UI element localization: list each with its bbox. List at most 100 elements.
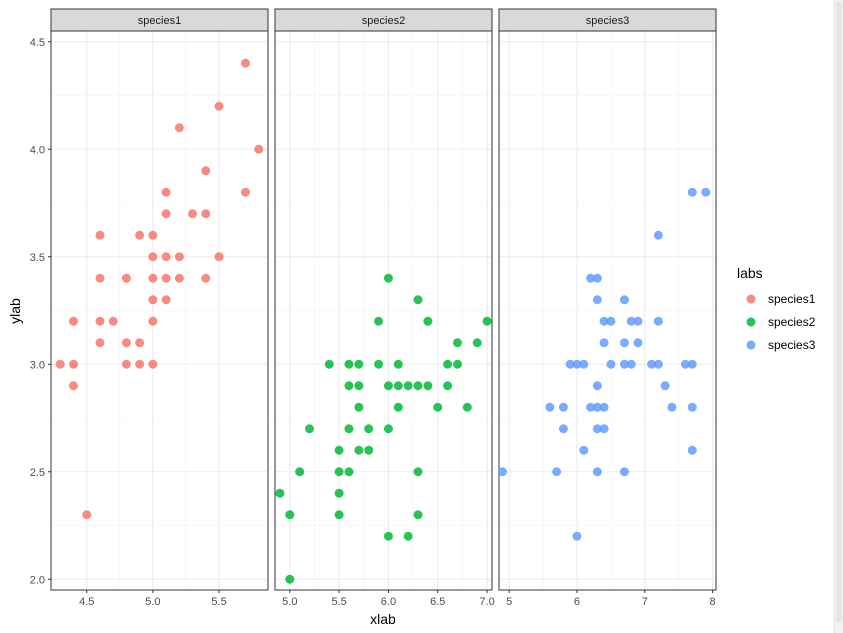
legend-entry-label: species3 bbox=[768, 338, 816, 352]
data-point bbox=[148, 230, 158, 240]
facet-strip-label: species3 bbox=[586, 15, 629, 27]
data-point bbox=[241, 58, 251, 68]
y-tick-label: 2.5 bbox=[30, 467, 45, 479]
y-tick-label: 3.5 bbox=[30, 252, 45, 264]
data-point bbox=[472, 338, 482, 348]
data-point bbox=[68, 316, 78, 326]
data-point bbox=[393, 381, 403, 391]
data-point bbox=[354, 359, 364, 369]
x-tick-label: 6 bbox=[574, 596, 580, 608]
data-point bbox=[174, 252, 184, 262]
data-point bbox=[354, 381, 364, 391]
data-point bbox=[174, 123, 184, 133]
panel-frames: species1 species2 species3 bbox=[50, 8, 717, 591]
legend: labs species1 species2 species3 bbox=[737, 265, 816, 352]
data-point bbox=[552, 467, 562, 477]
data-point bbox=[606, 316, 616, 326]
data-point bbox=[565, 359, 575, 369]
data-point bbox=[201, 273, 211, 283]
x-tick-label: 5.5 bbox=[211, 596, 226, 608]
data-point bbox=[687, 187, 697, 197]
data-point bbox=[687, 445, 697, 455]
data-point bbox=[305, 424, 315, 434]
data-point bbox=[148, 316, 158, 326]
data-point bbox=[497, 467, 507, 477]
data-point bbox=[383, 273, 393, 283]
data-point bbox=[452, 338, 462, 348]
data-point bbox=[558, 424, 568, 434]
y-tick-label: 2.0 bbox=[30, 574, 45, 586]
data-point bbox=[55, 359, 65, 369]
data-point bbox=[374, 359, 384, 369]
data-point bbox=[653, 230, 663, 240]
x-tick-label: 5.0 bbox=[145, 596, 160, 608]
facet-strip-label: species2 bbox=[362, 15, 405, 27]
data-point bbox=[374, 316, 384, 326]
data-point bbox=[626, 316, 636, 326]
data-point bbox=[214, 252, 224, 262]
data-point bbox=[161, 209, 171, 219]
vertical-scrollbar[interactable] bbox=[834, 0, 843, 633]
data-point bbox=[201, 209, 211, 219]
data-point bbox=[148, 273, 158, 283]
x-tick-label: 8 bbox=[710, 596, 716, 608]
data-point bbox=[592, 381, 602, 391]
data-point bbox=[653, 359, 663, 369]
data-point bbox=[383, 531, 393, 541]
data-point bbox=[647, 359, 657, 369]
data-point bbox=[214, 101, 224, 111]
data-point bbox=[334, 445, 344, 455]
data-point bbox=[579, 445, 589, 455]
data-point bbox=[443, 359, 453, 369]
data-point bbox=[606, 359, 616, 369]
data-point bbox=[285, 510, 295, 520]
legend-title: labs bbox=[737, 265, 763, 281]
data-point bbox=[443, 381, 453, 391]
data-point bbox=[452, 359, 462, 369]
x-tick-label: 6.5 bbox=[430, 596, 445, 608]
data-point bbox=[364, 424, 374, 434]
scrollbar-thumb[interactable] bbox=[836, 2, 842, 622]
data-point bbox=[413, 381, 423, 391]
data-point bbox=[161, 295, 171, 305]
legend-key-swatch bbox=[746, 294, 756, 304]
data-point bbox=[161, 187, 171, 197]
data-point bbox=[68, 381, 78, 391]
data-point bbox=[586, 273, 596, 283]
data-point bbox=[660, 381, 670, 391]
data-point bbox=[579, 359, 589, 369]
data-point bbox=[121, 359, 131, 369]
data-point bbox=[572, 531, 582, 541]
data-point bbox=[619, 295, 629, 305]
data-point bbox=[599, 424, 609, 434]
data-point bbox=[482, 316, 492, 326]
data-point bbox=[344, 467, 354, 477]
data-point bbox=[592, 295, 602, 305]
x-tick-label: 5.0 bbox=[282, 596, 297, 608]
data-point bbox=[413, 510, 423, 520]
data-point bbox=[653, 316, 663, 326]
data-point bbox=[403, 531, 413, 541]
data-point bbox=[95, 316, 105, 326]
data-point bbox=[383, 424, 393, 434]
data-point bbox=[188, 209, 198, 219]
data-point bbox=[161, 273, 171, 283]
panel-border bbox=[50, 30, 269, 591]
data-point bbox=[667, 402, 677, 412]
data-point bbox=[572, 359, 582, 369]
grid-layer bbox=[51, 31, 716, 590]
x-tick-label: 5 bbox=[506, 596, 512, 608]
data-point bbox=[324, 359, 334, 369]
x-tick-label: 4.5 bbox=[79, 596, 94, 608]
data-point bbox=[95, 338, 105, 348]
data-point bbox=[95, 230, 105, 240]
data-point bbox=[626, 359, 636, 369]
data-point bbox=[545, 402, 555, 412]
data-point bbox=[393, 402, 403, 412]
x-tick-label: 7 bbox=[642, 596, 648, 608]
data-point bbox=[413, 467, 423, 477]
data-point bbox=[135, 230, 145, 240]
data-point bbox=[701, 187, 711, 197]
